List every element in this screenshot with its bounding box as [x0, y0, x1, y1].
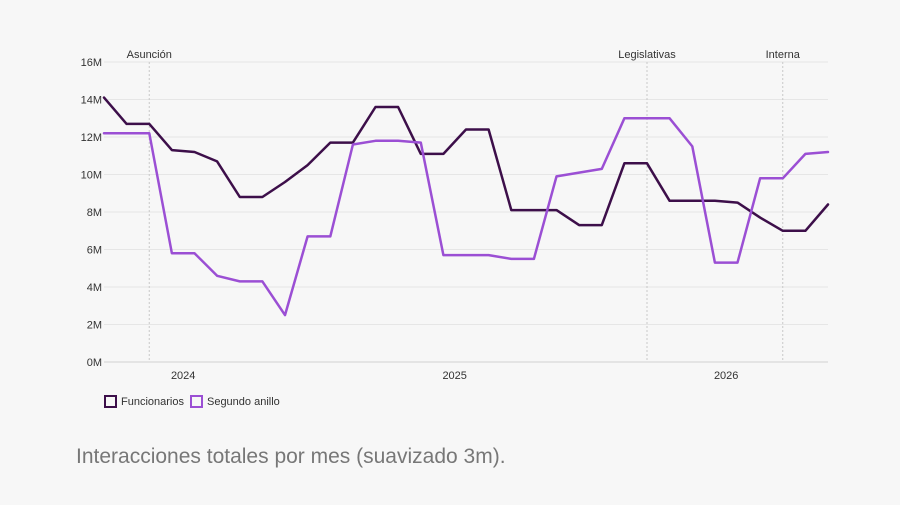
legend-label-segundo-anillo: Segundo anillo — [206, 395, 280, 408]
line-chart: 0M 2M 4M 6M 8M 10M 12M 14M 16M Asunción Legislativ… — [81, 49, 830, 408]
event-label: Interna — [766, 49, 801, 61]
y-tick-label: 0M — [87, 357, 102, 369]
x-tick-label: 2026 — [714, 370, 738, 382]
legend-swatch-funcionarios — [104, 395, 117, 408]
legend-item-funcionarios[interactable]: Funcionarios — [104, 395, 184, 408]
y-tick-label: 10M — [81, 170, 102, 182]
event-label: Asunción — [127, 49, 172, 61]
legend-item-segundo-anillo[interactable]: Segundo anillo — [189, 395, 280, 408]
y-tick-label: 2M — [87, 320, 102, 332]
y-tick-label: 14M — [81, 95, 102, 107]
y-tick-label: 8M — [87, 207, 102, 219]
y-tick-label: 4M — [87, 282, 102, 294]
event-label: Legislativas — [618, 49, 676, 61]
chart-canvas: 0M 2M 4M 6M 8M 10M 12M 14M 16M Asunción Legislativ… — [81, 49, 830, 382]
chart-caption: Interacciones totales por mes (suavizado… — [76, 445, 506, 468]
y-tick-label: 6M — [87, 245, 102, 257]
x-tick-label: 2025 — [442, 370, 466, 382]
legend-swatch-segundo-anillo — [189, 395, 203, 408]
series-line-segundo-anillo — [102, 117, 830, 317]
y-tick-label: 16M — [81, 57, 102, 69]
chart-legend: Funcionarios Segundo anillo — [104, 395, 286, 408]
y-tick-label: 12M — [81, 132, 102, 144]
series-line-funcionarios — [102, 96, 830, 233]
legend-label-funcionarios: Funcionarios — [121, 395, 184, 408]
x-tick-label: 2024 — [171, 370, 195, 382]
